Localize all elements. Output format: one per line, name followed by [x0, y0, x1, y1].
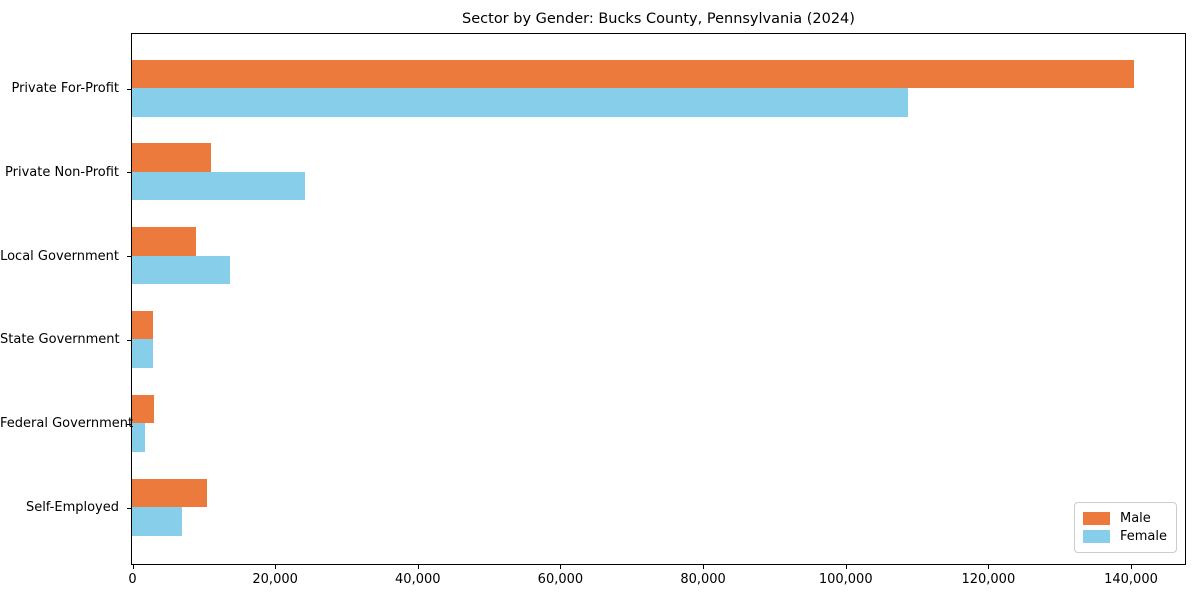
x-tick-mark: [988, 565, 990, 569]
legend-entry-male: Male: [1082, 511, 1167, 526]
bar-male-self-employed: [132, 478, 207, 507]
x-tick-label: 20,000: [252, 572, 298, 587]
x-tick-mark: [845, 565, 847, 569]
chart-title: Sector by Gender: Bucks County, Pennsylv…: [462, 11, 855, 27]
legend-swatch-female: [1082, 530, 1110, 543]
y-tick-mark: [127, 256, 131, 258]
x-tick-label: 100,000: [818, 572, 873, 587]
x-tick-mark: [417, 565, 419, 569]
y-tick-mark: [127, 423, 131, 425]
x-tick-mark: [132, 565, 134, 569]
bar-female-local-government: [132, 255, 231, 285]
x-tick-label: 120,000: [961, 572, 1016, 587]
y-tick-label-private-non-profit: Private Non-Profit: [5, 164, 119, 180]
legend-label: Male: [1119, 511, 1151, 526]
bar-male-local-government: [132, 227, 197, 256]
x-tick-label: 80,000: [680, 572, 726, 587]
legend-label: Female: [1119, 529, 1167, 544]
legend-swatch-male: [1082, 512, 1110, 525]
x-tick-mark: [1131, 565, 1132, 569]
y-tick-mark: [127, 172, 131, 174]
bar-male-state-government: [132, 310, 154, 340]
x-tick-label: 140,000: [1104, 572, 1158, 587]
x-tick-mark: [703, 565, 705, 569]
y-tick-label-state-government: State Government: [0, 332, 120, 348]
x-tick-label: 60,000: [537, 572, 584, 587]
y-tick-mark: [127, 507, 131, 509]
x-tick-label: 40,000: [395, 572, 441, 587]
bar-female-federal-government: [132, 423, 145, 452]
bar-male-federal-government: [132, 394, 155, 424]
y-tick-mark: [127, 88, 131, 90]
bar-female-state-government: [132, 339, 154, 368]
legend: Male Female: [1073, 502, 1177, 553]
y-tick-label-private-for-profit: Private For-Profit: [11, 81, 119, 96]
y-tick-mark: [127, 339, 131, 341]
y-tick-label-local-government: Local Government: [0, 248, 119, 264]
x-tick-label: 0: [128, 572, 137, 587]
bar-male-private-for-profit: [132, 59, 1135, 88]
y-tick-label-self-employed: Self-Employed: [25, 500, 119, 515]
legend-entry-female: Female: [1082, 529, 1167, 544]
bar-male-private-non-profit: [132, 143, 212, 172]
x-tick-mark: [560, 565, 562, 569]
y-tick-label-federal-government: Federal Government: [0, 416, 134, 432]
plot-area: Male Female: [131, 33, 1186, 565]
bar-female-private-non-profit: [132, 171, 305, 201]
bar-female-self-employed: [132, 507, 182, 536]
bar-female-private-for-profit: [132, 88, 908, 117]
x-tick-mark: [275, 565, 277, 569]
